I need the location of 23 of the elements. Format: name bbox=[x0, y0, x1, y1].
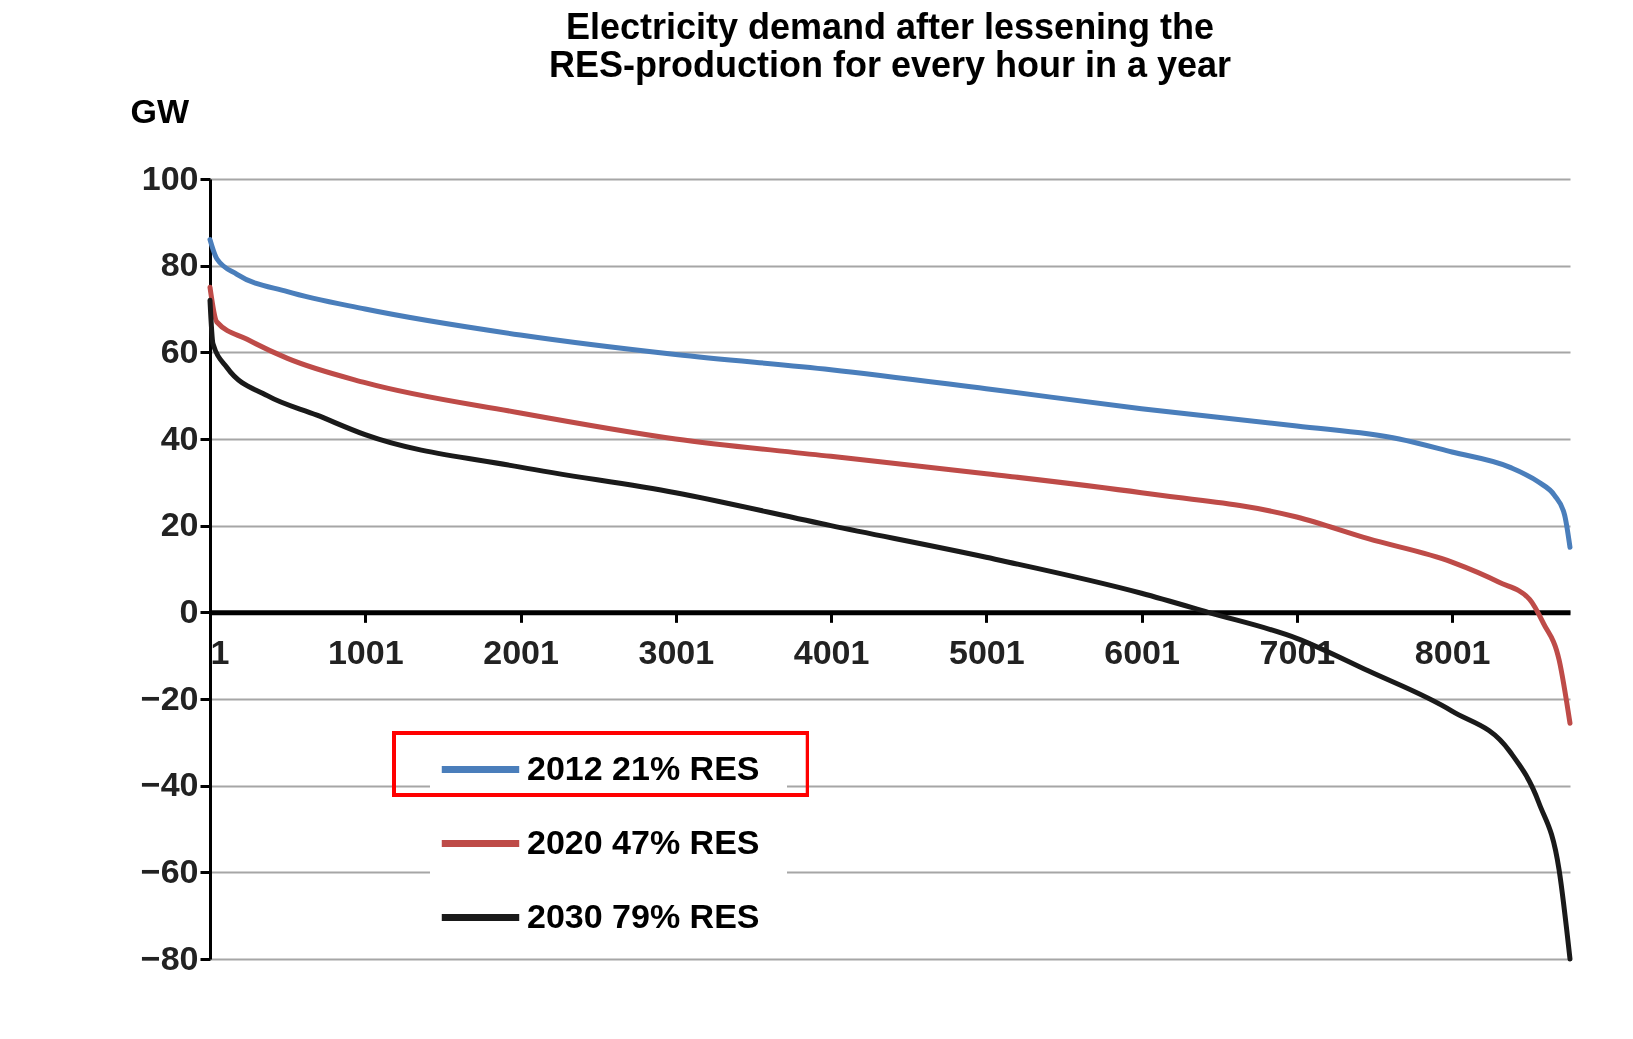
x-tick-label: 1 bbox=[210, 632, 230, 671]
y-tick-label: −40 bbox=[140, 765, 199, 804]
x-tick-label: 8001 bbox=[1414, 632, 1491, 671]
x-tick-label: 2001 bbox=[483, 632, 559, 671]
y-tick-label: −60 bbox=[140, 851, 199, 890]
chart-title: Electricity demand after lessening the RES-production for every hour in a year bbox=[548, 6, 1232, 85]
x-tick-label: 6001 bbox=[1104, 632, 1180, 671]
y-tick-label: 20 bbox=[160, 505, 199, 544]
x-tick-label: 3001 bbox=[638, 632, 715, 671]
legend-label: 2012 21% RES bbox=[527, 748, 760, 787]
x-tick-label: 1001 bbox=[327, 632, 404, 671]
y-tick-label: 60 bbox=[160, 331, 199, 370]
y-tick-label: 80 bbox=[160, 245, 199, 284]
y-tick-label: −20 bbox=[140, 678, 199, 717]
x-tick-label: 5001 bbox=[949, 632, 1025, 671]
y-tick-label: 100 bbox=[141, 158, 199, 197]
y-tick-label: 0 bbox=[179, 591, 199, 630]
y-axis-title: GW bbox=[130, 91, 190, 130]
y-tick-label: 40 bbox=[160, 418, 199, 457]
legend-label: 2030 79% RES bbox=[527, 896, 760, 935]
x-tick-label: 4001 bbox=[793, 632, 870, 671]
legend-label: 2020 47% RES bbox=[527, 822, 760, 861]
y-tick-label: −80 bbox=[140, 938, 199, 977]
